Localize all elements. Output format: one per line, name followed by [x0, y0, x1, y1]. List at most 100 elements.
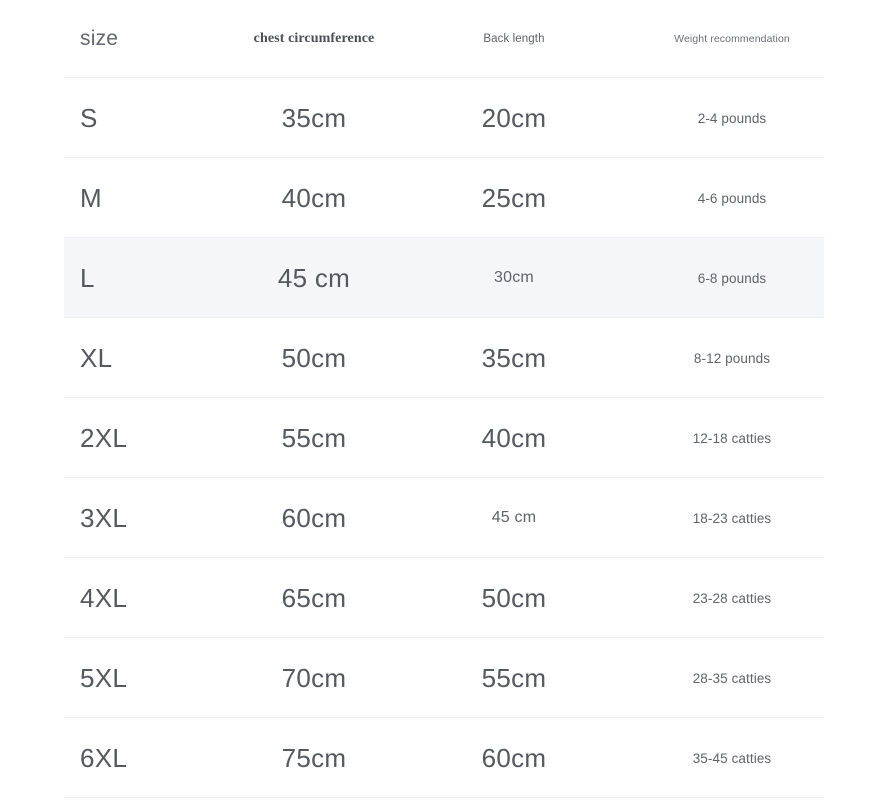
cell-back-value: 50cm [481, 582, 547, 613]
cell-size-value: L [80, 262, 95, 293]
cell-chest: 65cm [244, 558, 384, 638]
cell-back: 30cm [444, 238, 584, 318]
cell-chest: 70cm [244, 638, 384, 718]
cell-chest: 55cm [244, 398, 384, 478]
cell-back: 60cm [444, 718, 584, 798]
cell-size: 4XL [64, 558, 244, 638]
row-divider [64, 717, 824, 718]
column-header-size-label: size [80, 27, 119, 50]
cell-weight: 35-45 catties [640, 718, 824, 798]
cell-back-value: 45 cm [491, 509, 537, 526]
cell-size-value: 4XL [80, 582, 128, 613]
cell-size-value: M [80, 182, 102, 213]
cell-size: 6XL [64, 718, 244, 798]
column-header-weight-recommendation: Weight recommendation [640, 0, 824, 78]
cell-size-value: 3XL [80, 502, 128, 533]
cell-back: 35cm [444, 318, 584, 398]
cell-weight: 23-28 catties [640, 558, 824, 638]
column-header-back-length-label: Back length [483, 33, 545, 45]
row-divider [64, 157, 824, 158]
cell-weight: 12-18 catties [640, 398, 824, 478]
cell-weight-value: 6-8 pounds [697, 270, 767, 286]
column-header-back-length: Back length [444, 0, 584, 78]
cell-size: M [64, 158, 244, 238]
table-row[interactable]: M 40cm 25cm 4-6 pounds [0, 158, 886, 238]
cell-chest-value: 45 cm [277, 262, 351, 293]
cell-chest-value: 35cm [281, 102, 347, 133]
table-row[interactable]: 6XL 75cm 60cm 35-45 catties [0, 718, 886, 798]
cell-weight-value: 28-35 catties [692, 670, 772, 686]
cell-chest: 60cm [244, 478, 384, 558]
cell-back: 20cm [444, 78, 584, 158]
cell-weight-value: 8-12 pounds [693, 350, 771, 366]
row-divider [64, 317, 824, 318]
column-header-size: size [64, 0, 244, 78]
row-divider [64, 557, 824, 558]
cell-weight-value: 12-18 catties [692, 430, 772, 446]
cell-back-value: 25cm [481, 182, 547, 213]
row-divider [64, 637, 824, 638]
cell-chest-value: 55cm [281, 422, 347, 453]
cell-size-value: 2XL [80, 422, 128, 453]
table-row[interactable]: L 45 cm 30cm 6-8 pounds [0, 238, 886, 318]
cell-weight: 8-12 pounds [640, 318, 824, 398]
table-row[interactable]: 3XL 60cm 45 cm 18-23 catties [0, 478, 886, 558]
cell-chest: 45 cm [244, 238, 384, 318]
cell-chest: 75cm [244, 718, 384, 798]
table-row[interactable]: S 35cm 20cm 2-4 pounds [0, 78, 886, 158]
row-divider [64, 237, 824, 238]
column-header-chest-circumference-label: chest circumference [253, 31, 375, 46]
cell-chest: 50cm [244, 318, 384, 398]
cell-weight: 2-4 pounds [640, 78, 824, 158]
cell-back-value: 35cm [481, 342, 547, 373]
table-row[interactable]: 4XL 65cm 50cm 23-28 catties [0, 558, 886, 638]
cell-back: 50cm [444, 558, 584, 638]
table-row[interactable]: 2XL 55cm 40cm 12-18 catties [0, 398, 886, 478]
cell-chest-value: 60cm [281, 502, 347, 533]
row-divider [64, 397, 824, 398]
cell-weight-value: 35-45 catties [692, 750, 772, 766]
cell-size: L [64, 238, 244, 318]
column-header-weight-recommendation-label: Weight recommendation [674, 33, 790, 45]
cell-size: 5XL [64, 638, 244, 718]
cell-chest-value: 50cm [281, 342, 347, 373]
cell-back-value: 20cm [481, 102, 547, 133]
cell-weight-value: 2-4 pounds [697, 110, 767, 126]
cell-chest-value: 65cm [281, 582, 347, 613]
cell-size: S [64, 78, 244, 158]
cell-back: 40cm [444, 398, 584, 478]
cell-chest-value: 75cm [281, 742, 347, 773]
table-header-row: size chest circumference Back length Wei… [0, 0, 886, 78]
cell-size: XL [64, 318, 244, 398]
cell-weight: 28-35 catties [640, 638, 824, 718]
header-divider [64, 77, 824, 78]
cell-weight-value: 18-23 catties [692, 510, 772, 526]
cell-back: 25cm [444, 158, 584, 238]
cell-size-value: 5XL [80, 662, 128, 693]
cell-size: 3XL [64, 478, 244, 558]
cell-back-value: 30cm [494, 269, 534, 286]
cell-back: 55cm [444, 638, 584, 718]
cell-back-value: 55cm [481, 662, 547, 693]
cell-size-value: S [80, 102, 98, 133]
cell-chest: 40cm [244, 158, 384, 238]
cell-back-value: 60cm [481, 742, 547, 773]
cell-weight-value: 23-28 catties [692, 590, 772, 606]
cell-size-value: 6XL [80, 742, 128, 773]
cell-back-value: 40cm [481, 422, 547, 453]
cell-size: 2XL [64, 398, 244, 478]
cell-back: 45 cm [444, 478, 584, 558]
row-divider [64, 797, 824, 798]
cell-chest-value: 70cm [281, 662, 347, 693]
column-header-chest-circumference: chest circumference [244, 0, 384, 78]
cell-weight: 18-23 catties [640, 478, 824, 558]
table-row[interactable]: XL 50cm 35cm 8-12 pounds [0, 318, 886, 398]
cell-chest-value: 40cm [281, 182, 347, 213]
cell-weight: 6-8 pounds [640, 238, 824, 318]
row-divider [64, 477, 824, 478]
cell-chest: 35cm [244, 78, 384, 158]
cell-size-value: XL [80, 342, 113, 373]
cell-weight-value: 4-6 pounds [697, 190, 767, 206]
table-row[interactable]: 5XL 70cm 55cm 28-35 catties [0, 638, 886, 718]
